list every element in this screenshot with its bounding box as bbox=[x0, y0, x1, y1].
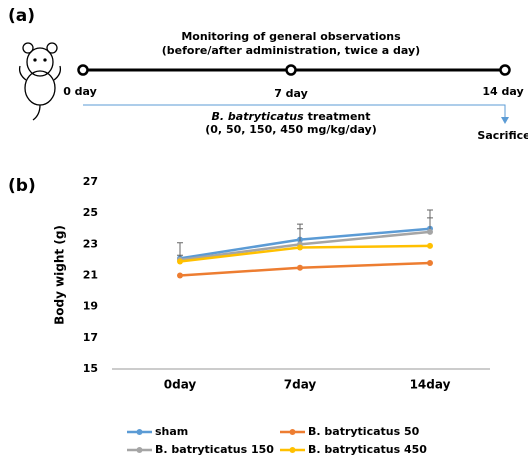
legend-label: B. batryticatus 150 bbox=[155, 443, 274, 456]
y-tick-label: 21 bbox=[83, 269, 98, 282]
point bbox=[427, 229, 433, 235]
timepoint-label: 0 day bbox=[63, 85, 97, 98]
legend-swatch bbox=[137, 447, 143, 453]
timeline-subtitle: (before/after administration, twice a da… bbox=[162, 44, 420, 57]
point bbox=[297, 265, 303, 271]
timeline-title: Monitoring of general observations bbox=[181, 30, 401, 43]
series-line bbox=[180, 263, 430, 275]
point bbox=[427, 260, 433, 266]
legend-swatch bbox=[290, 447, 296, 453]
timepoint bbox=[79, 66, 88, 75]
legend-swatch bbox=[290, 429, 296, 435]
legend-label: B. batryticatus 450 bbox=[308, 443, 427, 456]
y-tick-label: 23 bbox=[83, 237, 98, 250]
y-tick-label: 15 bbox=[83, 362, 98, 375]
dose-label: (0, 50, 150, 450 mg/kg/day) bbox=[205, 123, 376, 136]
legend-label: B. batryticatus 50 bbox=[308, 425, 420, 438]
endpoint-label: Sacrifice bbox=[477, 129, 528, 142]
legend-label: sham bbox=[155, 425, 188, 438]
timepoint-label: 7 day bbox=[274, 87, 308, 100]
figure: (a) Monitoring of general observations (… bbox=[0, 0, 528, 458]
y-tick-label: 27 bbox=[83, 175, 98, 188]
treatment-species: B. batryticatus bbox=[212, 110, 305, 123]
y-axis-label: Body wight (g) bbox=[53, 225, 67, 325]
treatment-word: treatment bbox=[308, 110, 371, 123]
timepoint bbox=[287, 66, 296, 75]
point bbox=[177, 258, 183, 264]
point bbox=[177, 273, 183, 279]
mouse-icon bbox=[20, 43, 61, 120]
x-tick-label: 7day bbox=[284, 378, 317, 392]
x-tick-label: 14day bbox=[410, 378, 451, 392]
y-tick-label: 19 bbox=[83, 300, 98, 313]
y-tick-label: 25 bbox=[83, 206, 98, 219]
arrow-head bbox=[501, 117, 509, 124]
legend-swatch bbox=[137, 429, 143, 435]
point bbox=[427, 243, 433, 249]
x-tick-label: 0day bbox=[164, 378, 197, 392]
timepoint bbox=[501, 66, 510, 75]
y-tick-label: 17 bbox=[83, 331, 98, 344]
panel-label: (a) bbox=[8, 6, 35, 26]
point bbox=[297, 244, 303, 250]
timepoint-label: 14 day bbox=[482, 85, 523, 98]
panel-label: (b) bbox=[8, 176, 36, 196]
